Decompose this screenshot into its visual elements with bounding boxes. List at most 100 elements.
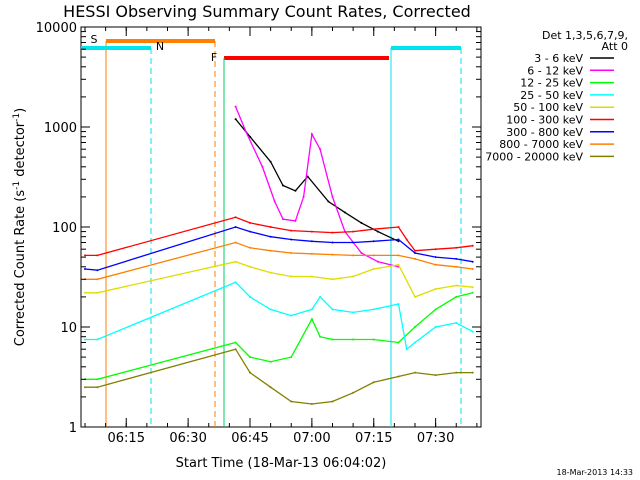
series-3: [84, 291, 474, 381]
data-point: [294, 189, 297, 192]
data-point: [234, 105, 237, 108]
data-point: [455, 284, 458, 287]
data-point: [414, 341, 416, 344]
data-point: [331, 253, 334, 256]
data-point: [290, 400, 293, 403]
data-point: [455, 246, 458, 249]
series-9: [84, 348, 474, 405]
data-point: [331, 400, 334, 403]
data-point: [234, 226, 237, 228]
data-point: [352, 391, 355, 394]
data-point: [414, 326, 416, 328]
data-point: [234, 241, 237, 244]
x-tick-label: 07:15: [355, 431, 392, 446]
data-point: [310, 133, 313, 136]
data-point: [96, 269, 99, 272]
data-point: [434, 263, 437, 266]
data-point: [331, 308, 334, 311]
data-point: [331, 278, 334, 281]
data-point: [249, 265, 251, 268]
data-point: [84, 386, 86, 389]
x-tick-label: 06:30: [169, 431, 206, 446]
data-point: [414, 257, 416, 260]
data-point: [397, 226, 400, 228]
chart-title: HESSI Observing Summary Count Rates, Cor…: [63, 2, 471, 21]
data-point: [306, 175, 309, 178]
saa-label: S: [91, 33, 98, 46]
data-point: [372, 381, 375, 384]
data-point: [434, 326, 437, 328]
data-point: [414, 252, 416, 254]
data-point: [372, 228, 375, 231]
flare-label: F: [211, 51, 217, 64]
data-point: [269, 249, 272, 252]
data-point: [84, 338, 86, 341]
data-point: [269, 271, 272, 274]
data-point: [96, 291, 99, 294]
data-point: [234, 281, 237, 284]
data-point: [331, 241, 334, 244]
data-point: [372, 240, 375, 243]
y-tick-label: 1000: [44, 121, 77, 136]
data-point: [397, 240, 400, 243]
data-point: [244, 130, 247, 133]
data-point: [234, 260, 237, 263]
legend-entry-label: 300 - 800 keV: [506, 126, 583, 139]
data-point: [397, 263, 400, 266]
series-line: [235, 118, 399, 242]
data-point: [471, 268, 474, 270]
data-point: [96, 386, 99, 389]
series-line: [85, 281, 474, 351]
y-axis-label: Corrected Count Rate (s-1 detector-1): [12, 108, 28, 346]
data-point: [471, 286, 474, 289]
data-point: [310, 240, 313, 243]
data-point: [96, 338, 99, 341]
data-point: [261, 165, 264, 168]
data-point: [294, 219, 297, 222]
data-point: [269, 235, 272, 238]
data-point: [434, 288, 437, 290]
series-line: [85, 216, 473, 257]
legend-entry-label: 6 - 12 keV: [527, 64, 583, 77]
series-line: [85, 348, 473, 405]
data-point: [327, 200, 330, 203]
data-point: [319, 148, 322, 151]
data-point: [282, 218, 284, 221]
data-point: [397, 303, 400, 305]
data-point: [269, 360, 272, 363]
data-point: [290, 314, 293, 317]
data-point: [376, 230, 379, 233]
data-point: [310, 308, 313, 311]
data-point: [471, 291, 474, 294]
series-line: [234, 106, 399, 268]
data-point: [414, 295, 416, 298]
series-2: [234, 105, 400, 268]
data-point: [310, 403, 313, 405]
series-6: [84, 216, 474, 257]
data-point: [471, 371, 474, 374]
data-point: [372, 254, 375, 257]
series-line: [85, 292, 473, 380]
series-1: [234, 118, 400, 243]
data-point: [434, 248, 437, 251]
data-point: [455, 321, 458, 324]
data-point: [360, 252, 363, 254]
data-point: [290, 356, 293, 359]
data-point: [455, 257, 458, 260]
data-point: [96, 378, 99, 381]
data-point: [331, 195, 334, 198]
legend-entry-label: 50 - 100 keV: [513, 101, 583, 114]
x-axis-label: Start Time (18-Mar-13 06:04:02): [176, 456, 387, 471]
data-point: [249, 246, 251, 249]
data-point: [269, 226, 272, 228]
data-point: [249, 356, 251, 359]
axis-layer: 1 10 100 1000 10000 06:15 06:30 06:45 07:00 07:15…: [36, 21, 481, 446]
data-point: [290, 238, 293, 241]
data-point: [290, 229, 293, 232]
data-point: [434, 256, 437, 259]
data-point: [249, 230, 251, 233]
data-point: [414, 249, 416, 252]
data-point: [290, 275, 293, 278]
